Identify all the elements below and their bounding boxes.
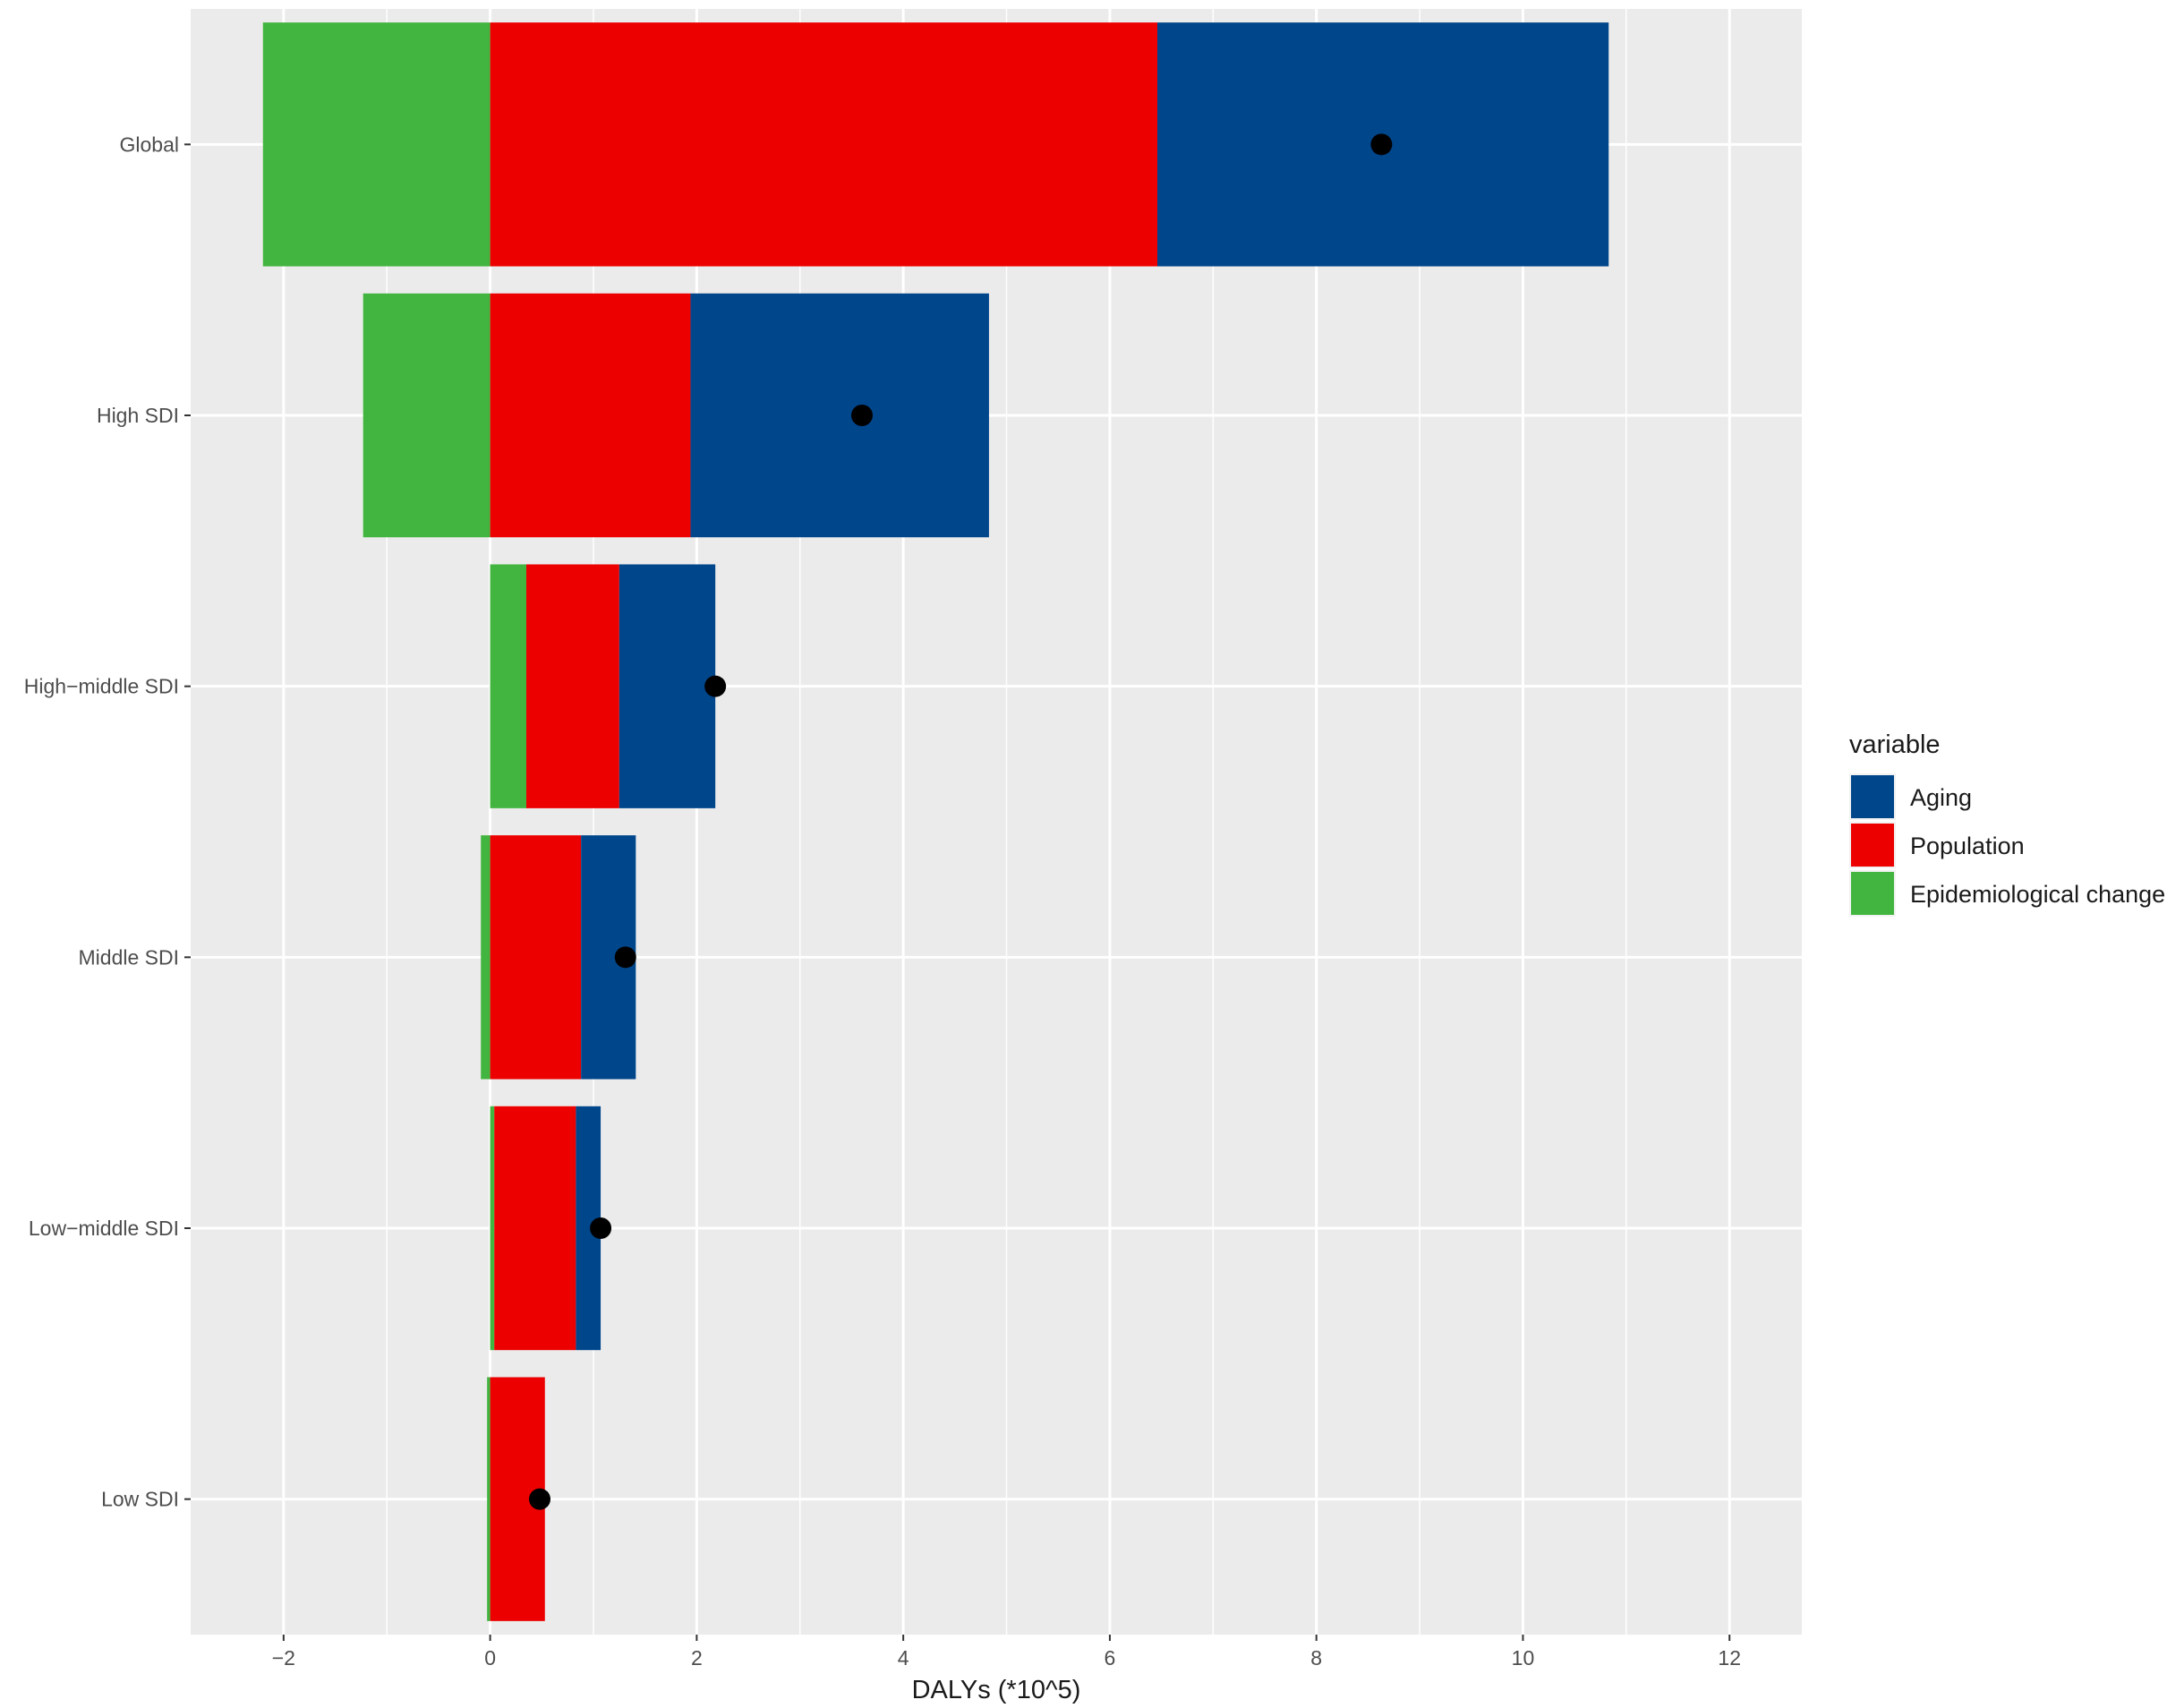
x-tick-label: 6: [1105, 1646, 1116, 1670]
total-point: [851, 405, 873, 426]
total-points: [529, 133, 1393, 1510]
bar-epidemiological-change: [363, 293, 491, 538]
y-tick-label: High SDI: [97, 404, 179, 427]
x-tick-label: 12: [1718, 1646, 1741, 1670]
x-tick-label: −2: [272, 1646, 295, 1670]
bar-epidemiological-change: [490, 1106, 495, 1351]
y-tick-label: Low SDI: [101, 1488, 179, 1511]
x-tick-label: 8: [1310, 1646, 1322, 1670]
bar-epidemiological-change: [487, 1377, 491, 1621]
bar-epidemiological-change: [490, 564, 526, 808]
y-tick-label: Global: [120, 132, 179, 156]
bar-aging: [690, 293, 989, 538]
y-tick-label: High−middle SDI: [24, 675, 179, 698]
total-point: [529, 1488, 550, 1510]
total-point: [614, 946, 636, 969]
major-gridlines: [191, 9, 1802, 1635]
legend-swatch: [1851, 775, 1894, 818]
x-axis: −2 0 2 4 6 8 10 12: [272, 1635, 1741, 1670]
bar-population: [490, 22, 1157, 267]
bar-epidemiological-change: [481, 835, 491, 1080]
total-point: [1370, 133, 1393, 156]
bar-population: [494, 1106, 576, 1351]
bars: [262, 22, 1609, 1621]
legend: variable Aging Population Epidemiological …: [1849, 730, 2165, 917]
y-tick-label: Middle SDI: [79, 945, 179, 969]
bar-population: [526, 564, 619, 808]
y-tick-label: Low−middle SDI: [29, 1217, 179, 1240]
x-axis-title: DALYs (*10^5): [912, 1676, 1081, 1704]
legend-title: variable: [1849, 730, 1941, 759]
minor-gridlines: [386, 9, 1627, 1635]
legend-label: Epidemiological change: [1910, 881, 2165, 908]
y-axis: Global High SDI High−middle SDI Middle SDI L…: [24, 132, 191, 1511]
bar-epidemiological-change: [262, 22, 491, 267]
legend-swatch: [1851, 824, 1894, 867]
total-point: [590, 1217, 612, 1239]
x-tick-label: 2: [691, 1646, 703, 1670]
bar-population: [490, 835, 582, 1080]
x-tick-label: 0: [484, 1646, 496, 1670]
panel-background: [191, 9, 1802, 1635]
total-point: [704, 675, 727, 697]
legend-label: Population: [1910, 833, 2025, 859]
bar-population: [490, 293, 691, 538]
legend-label: Aging: [1910, 784, 1972, 811]
legend-swatch: [1851, 872, 1894, 915]
bar-aging: [619, 564, 716, 808]
x-tick-label: 10: [1512, 1646, 1535, 1670]
x-tick-label: 4: [898, 1646, 909, 1670]
